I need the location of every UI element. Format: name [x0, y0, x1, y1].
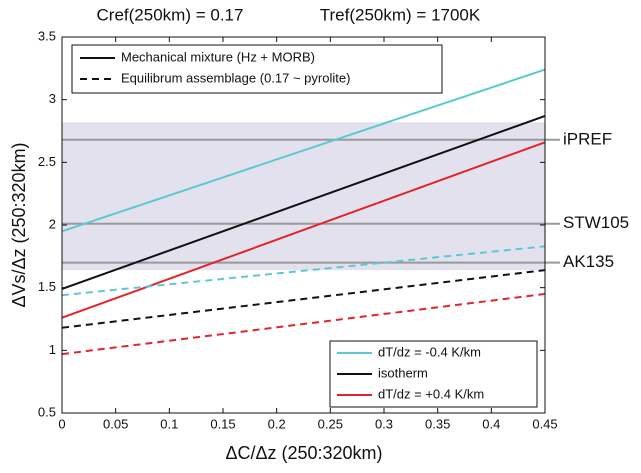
reference-band: [62, 122, 545, 271]
x-tick-label: 0.15: [210, 416, 235, 431]
series-line: [61, 269, 546, 329]
y-axis-label: ΔVs/Δz (250:320km): [9, 142, 29, 307]
x-tick-label: 0: [58, 416, 65, 431]
y-tick-label: 3.5: [38, 28, 56, 43]
y-tick-label: 3: [49, 91, 56, 106]
series-line: [61, 68, 546, 233]
series-line: [61, 245, 546, 297]
legend-box: [71, 44, 443, 94]
y-tick-label: 1: [49, 342, 56, 357]
y-tick-label: 2: [49, 216, 56, 231]
x-tick-label: 0.4: [482, 416, 500, 431]
x-tick-label: 0.3: [375, 416, 393, 431]
plot-frame: [61, 36, 546, 414]
chart-title: Tref(250km) = 1700K: [320, 5, 481, 24]
x-tick-label: 0.25: [318, 416, 343, 431]
legend-label: isotherm: [378, 365, 428, 380]
legend-label: dT/dz = -0.4 K/km: [378, 344, 481, 359]
y-tick-label: 2.5: [38, 154, 56, 169]
x-tick-label: 0.45: [532, 416, 557, 431]
reference-label: iPREF: [563, 129, 612, 148]
series-line: [61, 292, 546, 356]
series-line: [61, 115, 546, 290]
x-tick-label: 0.2: [268, 416, 286, 431]
legend-label: Mechanical mixture (Hz + MORB): [121, 49, 315, 64]
reference-label: STW105: [563, 213, 629, 232]
x-tick-label: 0.1: [160, 416, 178, 431]
series-line: [61, 141, 546, 319]
reference-label: AK135: [563, 252, 614, 271]
y-tick-label: 1.5: [38, 279, 56, 294]
legend-label: dT/dz = +0.4 K/km: [378, 386, 484, 401]
chart-title: Cref(250km) = 0.17: [97, 5, 244, 24]
legend-label: Equilibrum assemblage (0.17 ~ pyrolite): [121, 70, 350, 85]
y-tick-label: 0.5: [38, 404, 56, 419]
x-axis-label: ΔC/Δz (250:320km): [225, 443, 382, 463]
x-tick-label: 0.05: [103, 416, 128, 431]
x-tick-label: 0.35: [425, 416, 450, 431]
